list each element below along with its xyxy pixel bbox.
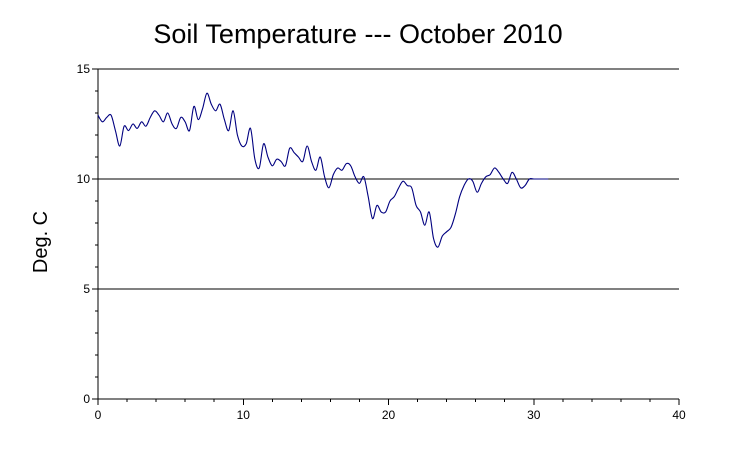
grid-lines bbox=[98, 68, 679, 290]
y-tick-label: 15 bbox=[77, 62, 91, 76]
x-tick-label: 20 bbox=[382, 408, 396, 422]
x-tick-label: 10 bbox=[237, 408, 251, 422]
ticks bbox=[92, 68, 680, 405]
x-tick-label: 30 bbox=[527, 408, 541, 422]
y-axis-label: Deg. C bbox=[30, 211, 52, 273]
chart-title: Soil Temperature --- October 2010 bbox=[153, 19, 562, 49]
y-tick-label: 5 bbox=[83, 282, 90, 296]
x-tick-label: 0 bbox=[95, 408, 102, 422]
series-layer bbox=[97, 92, 549, 248]
y-tick-label: 10 bbox=[77, 172, 91, 186]
tick-labels: 0 5 10 15 0 10 20 30 40 bbox=[77, 62, 686, 422]
axes bbox=[97, 69, 679, 400]
x-tick-label: 40 bbox=[672, 408, 686, 422]
series-line-0 bbox=[97, 92, 549, 248]
y-tick-label: 0 bbox=[83, 392, 90, 406]
